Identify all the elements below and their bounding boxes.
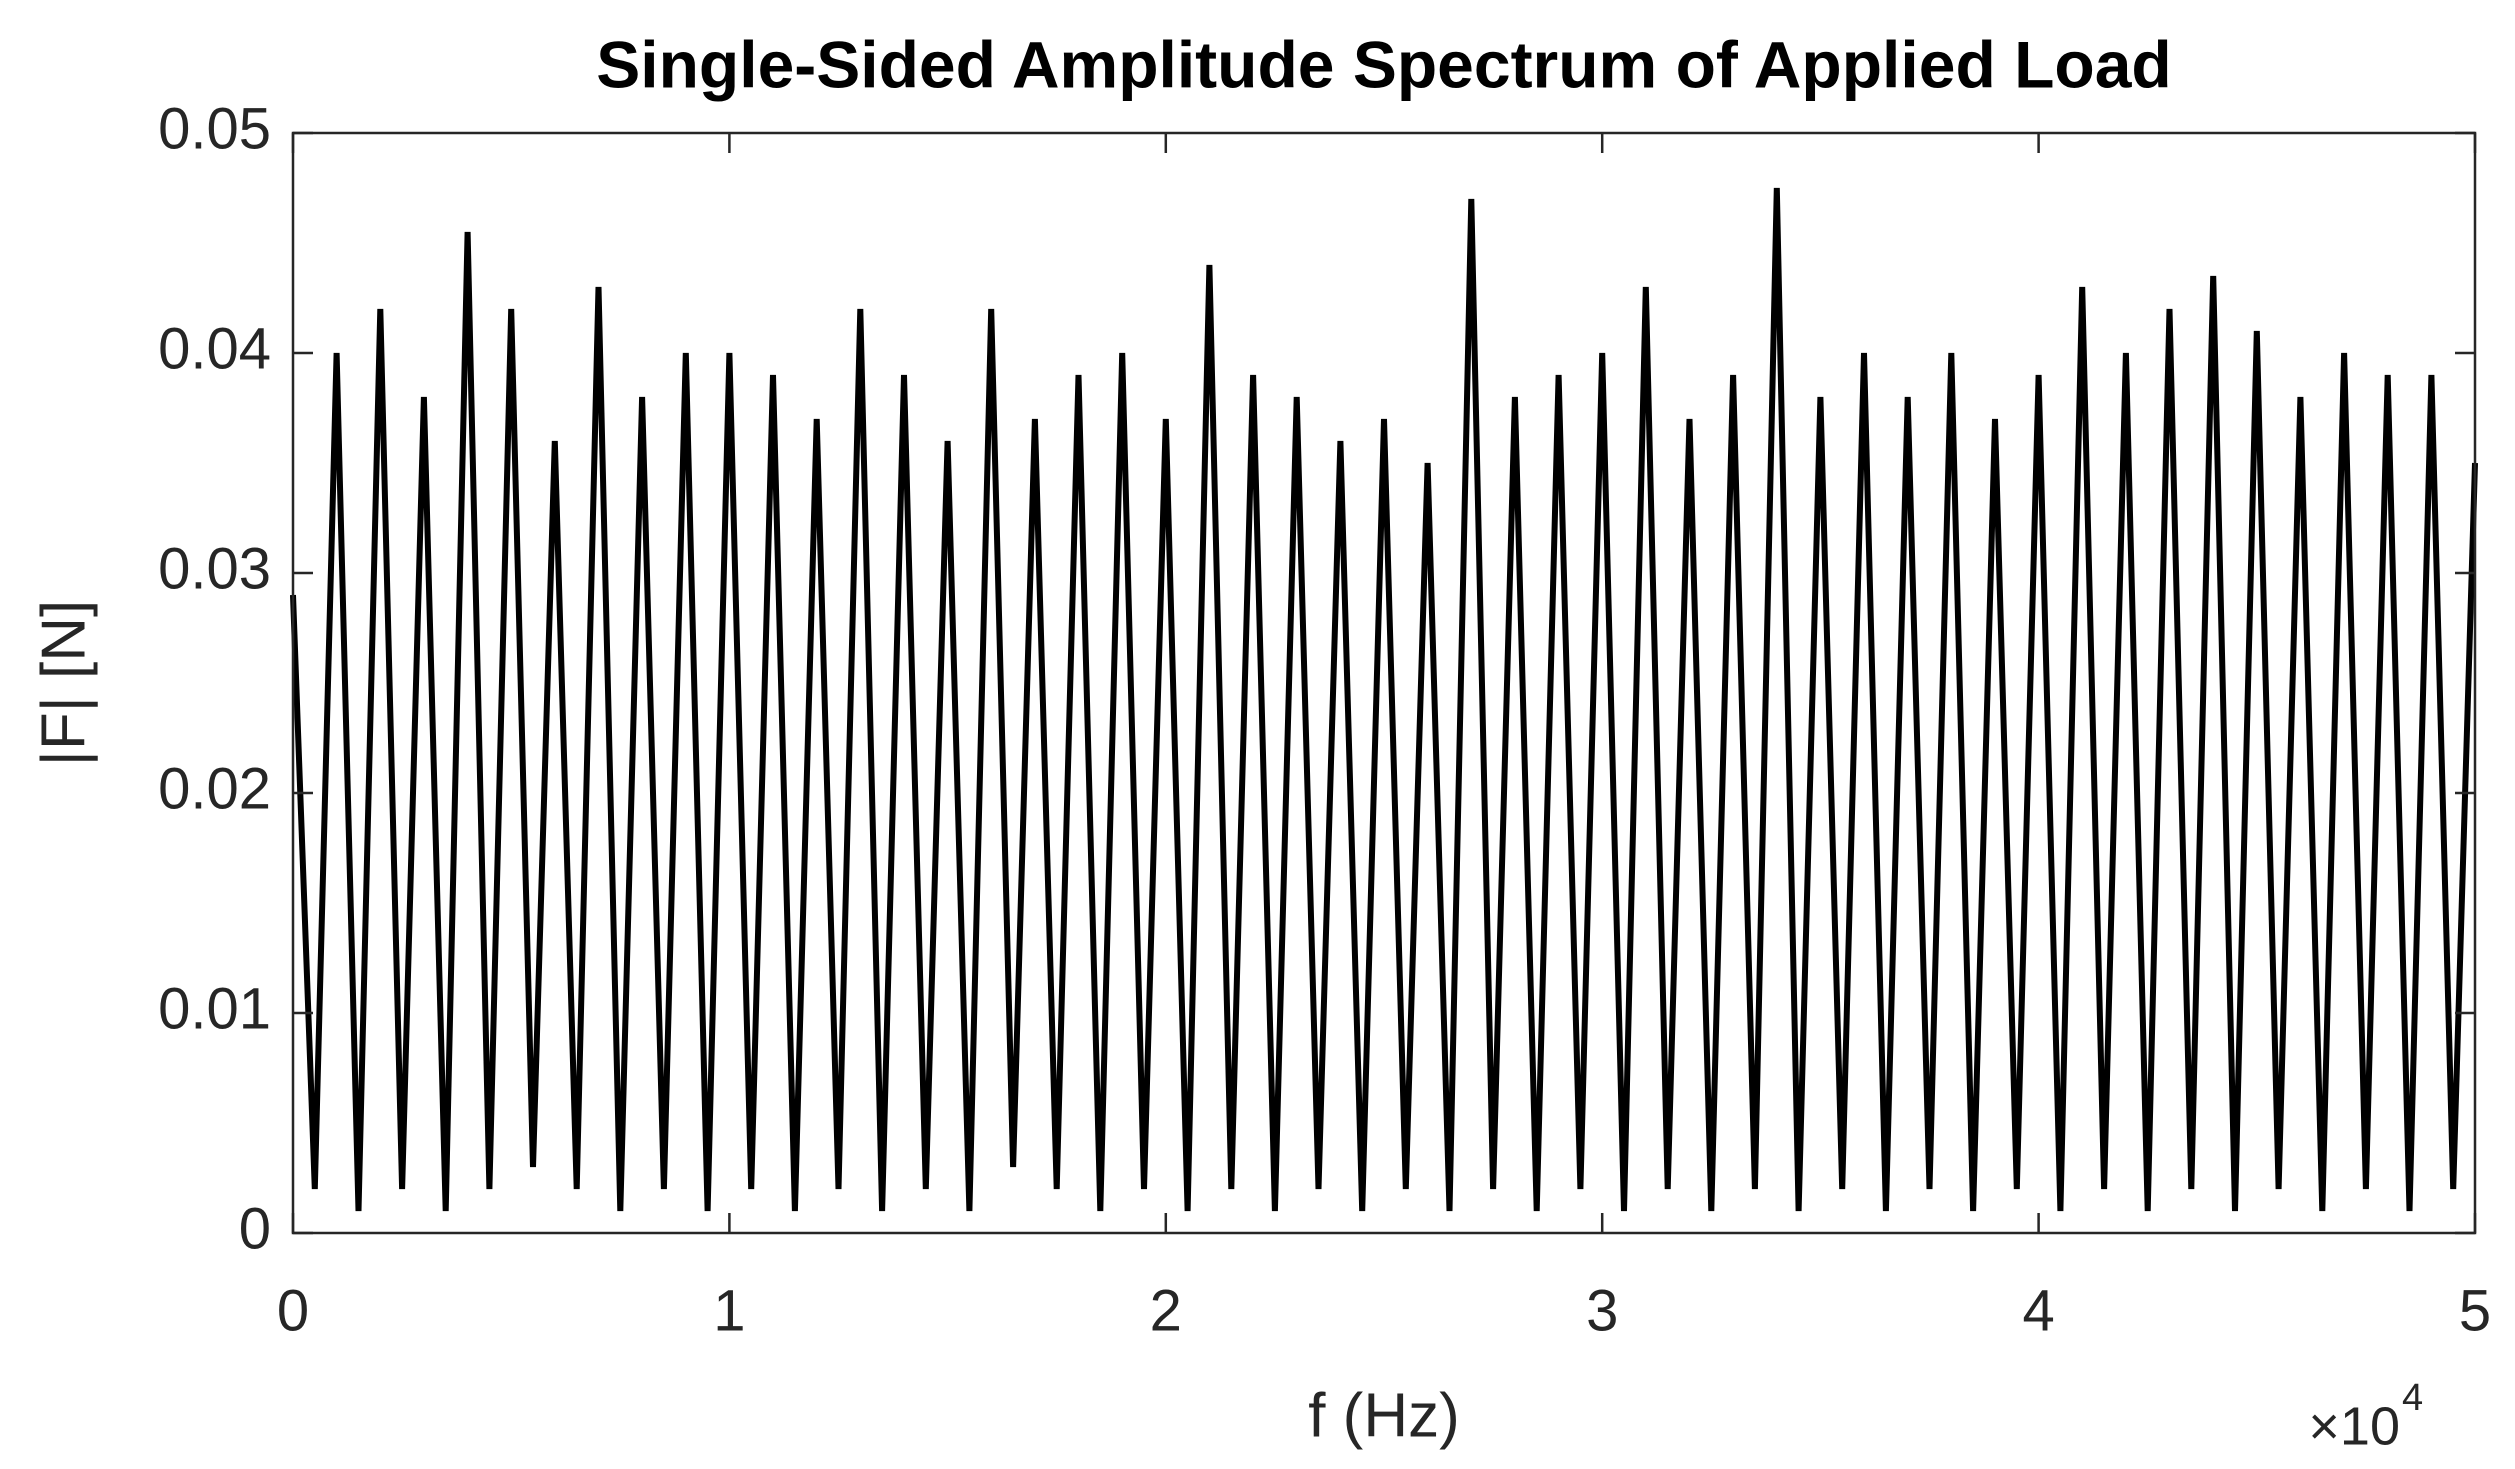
y-tick-label: 0.02 <box>158 756 271 821</box>
plot-frame <box>291 131 2477 1235</box>
y-tick-label: 0 <box>239 1196 271 1261</box>
x-tick-label: 3 <box>1586 1278 1618 1343</box>
x-multiplier: ×10 <box>2308 1396 2400 1456</box>
x-multiplier-power: 4 <box>2402 1377 2423 1419</box>
x-tick-label: 5 <box>2459 1278 2491 1343</box>
chart-title: Single-Sided Amplitude Spectrum of Appli… <box>596 27 2172 101</box>
x-tick-label: 2 <box>1150 1278 1182 1343</box>
x-tick-label: 4 <box>2022 1278 2054 1343</box>
x-axis-label: f (Hz) <box>1308 1381 1460 1450</box>
y-tick-label: 0.04 <box>158 316 271 381</box>
y-axis-label: |F| [N] <box>29 600 98 767</box>
spectrum-line <box>290 187 2478 1212</box>
x-tick-label: 0 <box>277 1278 309 1343</box>
x-tick-label: 1 <box>713 1278 745 1343</box>
y-tick-label: 0.03 <box>158 536 271 601</box>
y-tick-label: 0.05 <box>158 96 271 161</box>
y-tick-label: 0.01 <box>158 976 271 1041</box>
